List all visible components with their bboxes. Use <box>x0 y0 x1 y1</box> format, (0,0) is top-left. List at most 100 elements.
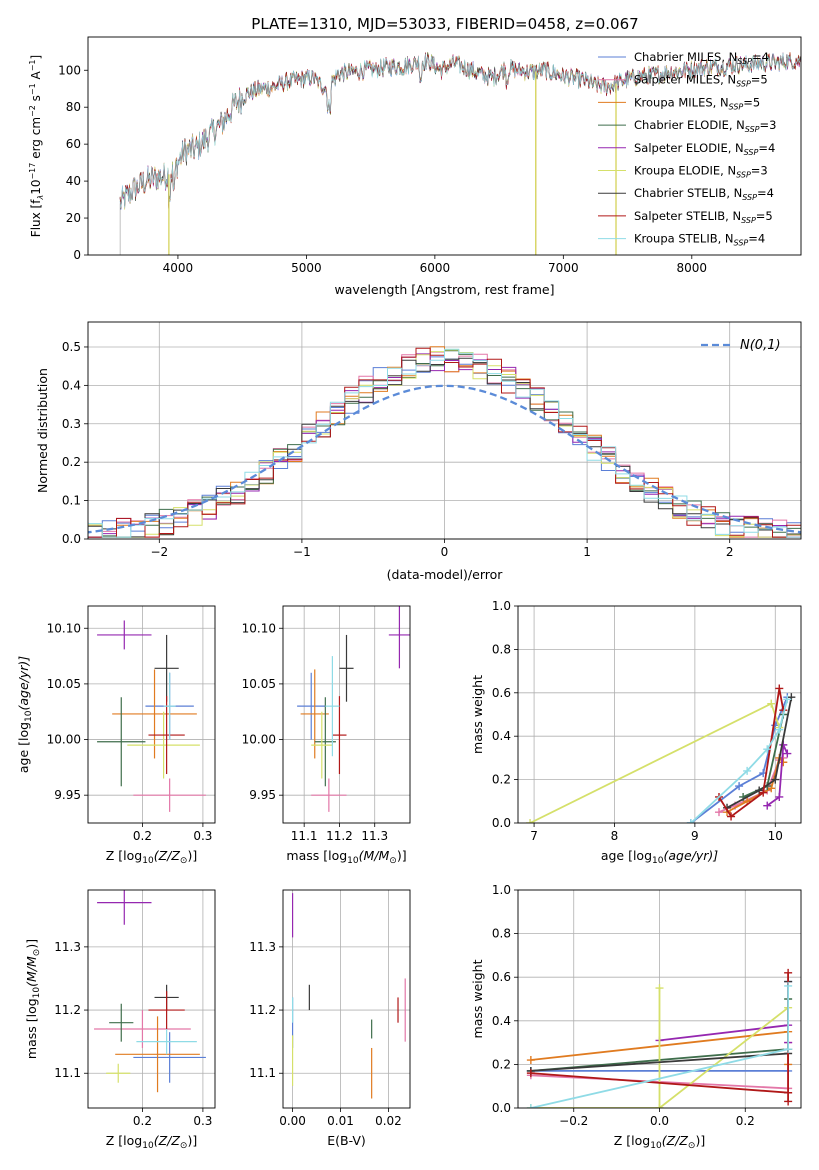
legend-label: N(0,1) <box>740 338 781 353</box>
x-tick-label: −1 <box>293 545 311 559</box>
data-point <box>154 634 179 702</box>
x-tick-label: 0.2 <box>133 829 152 843</box>
series-marker <box>767 784 776 793</box>
normal-curve <box>88 384 801 534</box>
data-point <box>297 672 326 740</box>
data-point <box>112 669 197 759</box>
y-axis-label: mass weight <box>470 959 485 1038</box>
series-marker <box>526 1069 535 1078</box>
data-point <box>148 696 185 775</box>
y-tick-label: 0.3 <box>62 417 81 431</box>
series-lines <box>526 684 796 823</box>
chart-mass-weight-vs-z: −0.2 0.0 0.2 0.0 0.2 0.4 0.6 0.8 1.0 Z [log10(Z/Z… <box>470 883 802 1151</box>
x-tick-label: −2 <box>150 545 168 559</box>
x-tick-label: 9 <box>691 829 699 843</box>
legend-label: Kroupa STELIB, NSSP=4 <box>634 232 765 248</box>
series-marker <box>775 684 784 693</box>
y-tick-label: 0.0 <box>492 816 511 830</box>
data-point <box>163 672 176 740</box>
y-tick-label: 0.5 <box>62 340 81 354</box>
data-point <box>97 620 152 650</box>
y-tick-label: 1.0 <box>492 883 511 897</box>
spectrum-lines <box>119 51 801 255</box>
series-marker <box>779 758 788 767</box>
y-axis-label: age [log10(age/yr)] <box>16 656 34 773</box>
data-point <box>94 1010 191 1048</box>
y-tick-label: 80 <box>66 100 81 114</box>
y-tick-label: 0.4 <box>62 378 81 392</box>
legend-label: Kroupa MILES, NSSP=5 <box>634 95 760 111</box>
data-point <box>109 1003 134 1042</box>
y-tick-label: 0.4 <box>492 729 511 743</box>
axes-frame <box>282 889 411 1109</box>
legend: Chabrier MILES, NSSP=4 Salpeter MILES, NS… <box>598 50 776 248</box>
x-tick-label: 11.3 <box>361 829 388 843</box>
series-marker <box>787 693 796 702</box>
axes-frame <box>87 889 216 1109</box>
series-marker <box>784 968 793 977</box>
x-axis-label: Z [log10(Z/Z⊙)] <box>106 1133 197 1151</box>
y-tick-label: 11.1 <box>249 1066 276 1080</box>
series-lines <box>526 968 793 1108</box>
y-axis-label: mass [log10(M/M⊙)] <box>24 939 42 1059</box>
y-tick-label: 0.0 <box>492 1101 511 1115</box>
x-tick-label: 8000 <box>677 261 708 275</box>
x-axis-label: (data-model)/error <box>387 567 504 582</box>
series-marker <box>771 775 780 784</box>
data-point <box>325 656 340 757</box>
series-marker <box>783 695 792 704</box>
data-point <box>127 711 200 779</box>
x-tick-label: 7000 <box>548 261 579 275</box>
data-point <box>106 1063 131 1083</box>
legend-label: Chabrier STELIB, NSSP=4 <box>634 186 774 202</box>
data-point <box>332 696 347 775</box>
series-marker <box>655 984 664 993</box>
y-tick-label: 0.2 <box>492 773 511 787</box>
series-marker <box>763 801 772 810</box>
x-tick-label: 7 <box>530 829 538 843</box>
error-bars <box>97 620 206 812</box>
x-tick-label: 0.02 <box>375 1114 402 1128</box>
series-marker <box>735 782 744 791</box>
y-tick-label: 0.1 <box>62 494 81 508</box>
x-axis-label: mass [log10(M/M⊙)] <box>286 848 406 866</box>
x-tick-label: 0.0 <box>650 1114 669 1128</box>
y-tick-label: 11.2 <box>54 1003 81 1017</box>
data-point <box>311 711 333 779</box>
series-marker <box>763 745 772 754</box>
y-tick-label: 0.6 <box>492 686 511 700</box>
legend-label: Chabrier MILES, NSSP=4 <box>634 50 769 66</box>
figure-title: PLATE=1310, MJD=53033, FIBERID=0458, z=0… <box>251 15 638 33</box>
data-point <box>133 778 206 812</box>
series-marker <box>743 766 752 775</box>
x-tick-label: 0.3 <box>193 829 212 843</box>
error-bars <box>297 606 410 812</box>
series-marker <box>775 792 784 801</box>
histogram-steps <box>88 346 801 538</box>
x-tick-label: 11.2 <box>326 829 353 843</box>
plots: 4000 5000 6000 7000 8000020406080100waveleng… <box>16 36 802 1151</box>
series-marker <box>783 749 792 758</box>
series-marker <box>655 1104 664 1108</box>
y-axis-label: Normed distribution <box>35 368 50 493</box>
legend-label: Salpeter MILES, NSSP=5 <box>634 73 768 89</box>
data-point <box>300 669 329 759</box>
y-tick-label: 9.95 <box>54 788 81 802</box>
histogram-series <box>88 348 801 538</box>
y-tick-label: 100 <box>58 63 81 77</box>
y-tick-label: 9.95 <box>249 788 276 802</box>
x-tick-label: 0.00 <box>279 1114 306 1128</box>
axes-frame <box>517 889 802 1109</box>
series-marker <box>784 1097 793 1106</box>
y-tick-label: 0.8 <box>492 927 511 941</box>
data-point <box>388 606 410 669</box>
axes-frame <box>282 605 411 824</box>
data-point <box>339 634 354 702</box>
series-marker <box>759 788 768 797</box>
series-line <box>726 696 793 809</box>
y-tick-label: 11.3 <box>54 940 81 954</box>
x-tick-label: 0.2 <box>133 1114 152 1128</box>
chart-residual-histogram: −2 −1 0 1 2 0.0 0.1 0.2 0.3 0.4 0.5 (data-model)/er… <box>35 321 802 582</box>
data-point <box>133 1032 206 1083</box>
